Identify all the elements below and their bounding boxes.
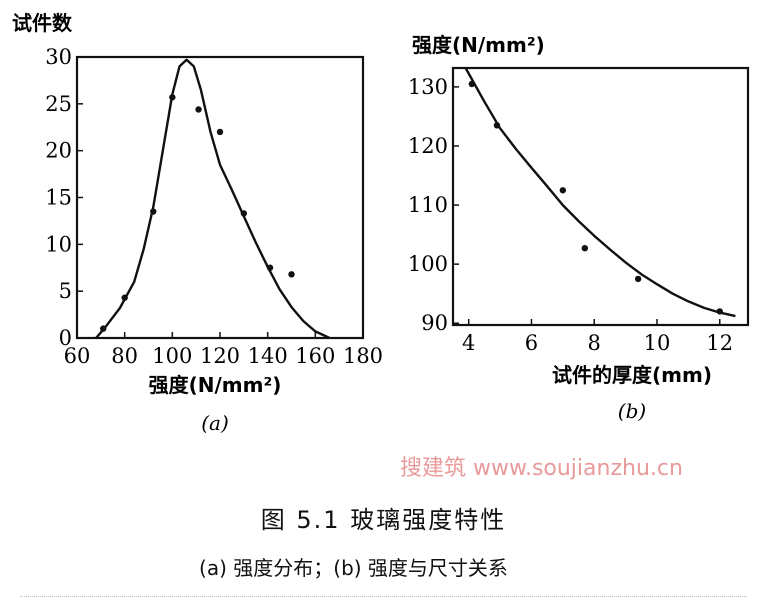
panel-a-plot-frame <box>75 55 365 340</box>
panel-a-x-tick-label: 80 <box>111 344 138 368</box>
panel-a-y-tick-label: 15 <box>45 186 72 210</box>
panel-a-panel-label: (a) <box>201 411 229 435</box>
panel-b-panel-label: (b) <box>618 399 646 423</box>
panel-a-y-tick-label: 5 <box>59 279 72 303</box>
panel-b-x-tick-label: 8 <box>588 331 601 355</box>
panel-a-x-tick-label: 160 <box>295 344 335 368</box>
panel-a-x-axis-label: 强度(N/mm²) <box>149 373 282 397</box>
panel-b-plot-frame <box>451 66 750 327</box>
panel-b-y-tick-label: 110 <box>408 193 448 217</box>
panel-b-x-tick-label: 10 <box>644 331 671 355</box>
panel-a-data-point <box>100 325 107 332</box>
panel-a-data-point <box>288 271 295 278</box>
panel-a-y-tick-label: 0 <box>59 326 72 350</box>
panel-a-data-point <box>195 106 202 113</box>
panel-a-y-axis-label: 试件数 <box>12 11 73 35</box>
watermark: 搜建筑 www.soujianzhu.cn <box>400 456 683 481</box>
panel-a-data-point <box>216 128 224 136</box>
panel-a-fit-curve <box>95 58 331 340</box>
panel-b-x-tick-label: 6 <box>525 331 538 355</box>
panel-a-y-tick-label: 10 <box>45 232 72 256</box>
panel-b-y-tick-label: 100 <box>408 252 448 276</box>
panel-a-x-tick-label: 100 <box>152 344 192 368</box>
page-divider <box>20 596 747 597</box>
panel-a-x-tick-label: 180 <box>343 344 383 368</box>
panel-b-data-point <box>716 308 723 315</box>
panel-b-y-tick-label: 120 <box>408 134 448 158</box>
panel-a-y-tick-label: 20 <box>45 139 72 163</box>
panel-b-x-tick-label: 4 <box>462 331 475 355</box>
panel-a-x-tick-label: 120 <box>200 344 240 368</box>
panel-b-data-point <box>493 122 501 129</box>
panel-a-y-tick-label: 25 <box>45 92 72 116</box>
panel-a-data-point <box>121 294 128 301</box>
panel-b-data-point <box>634 275 642 283</box>
panel-a-x-tick-label: 140 <box>248 344 288 368</box>
panel-a-data-point <box>240 210 248 217</box>
panel-a-y-tick-label: 30 <box>45 45 72 69</box>
panel-b-data-point <box>468 80 476 88</box>
panel-b-x-axis-label: 试件的厚度(mm) <box>552 363 712 387</box>
panel-a-x-tick-label: 60 <box>64 344 91 368</box>
panel-b-data-point <box>581 244 589 252</box>
panel-b-y-tick-label: 90 <box>421 311 448 335</box>
figure-caption-subtitle: (a) 强度分布；(b) 强度与尺寸关系 <box>199 556 508 580</box>
panel-b-x-tick-label: 12 <box>706 331 733 355</box>
panel-b-data-point <box>559 187 567 194</box>
panel-a-data-point <box>266 264 274 271</box>
panel-a-data-point <box>150 208 157 215</box>
panel-b-y-axis-label: 强度(N/mm²) <box>412 33 545 57</box>
panel-b-y-tick-label: 130 <box>408 75 448 99</box>
figure-caption-title: 图 5.1 玻璃强度特性 <box>260 506 507 534</box>
panel-a-data-point <box>169 94 176 101</box>
panel-b-fit-curve <box>464 67 736 318</box>
